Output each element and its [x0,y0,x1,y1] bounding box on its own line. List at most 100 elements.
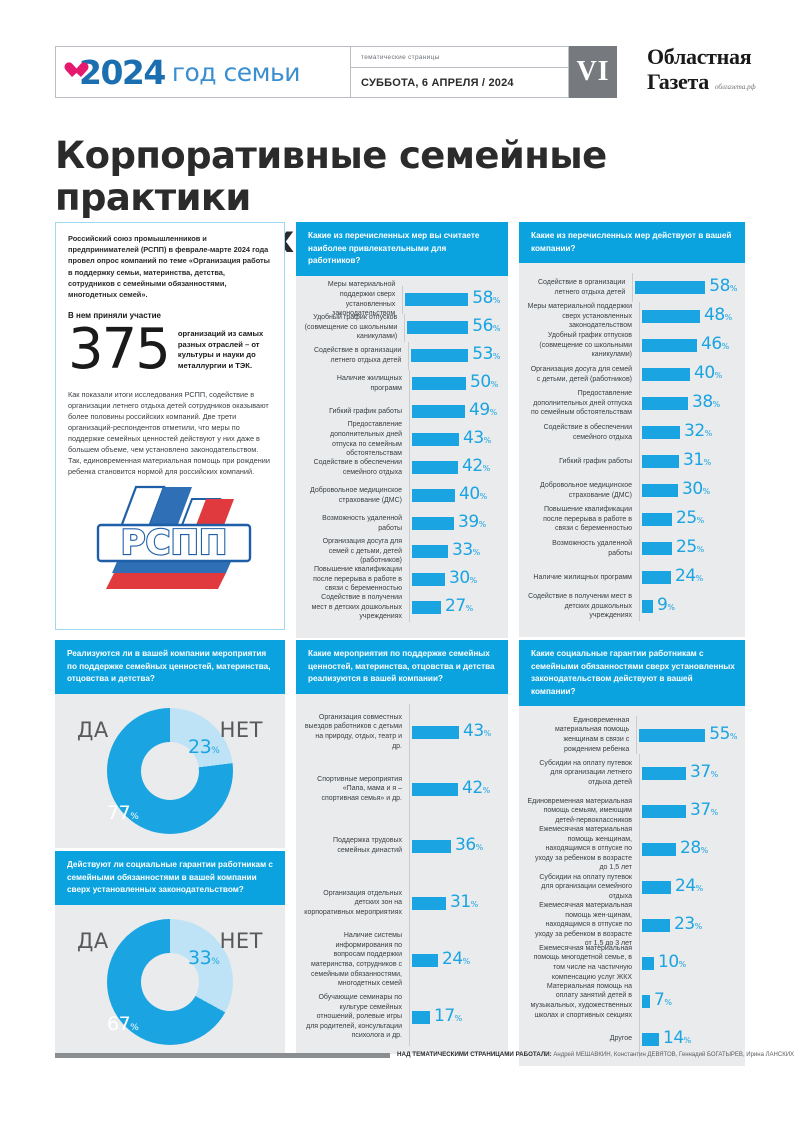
bar-value: 24% [675,566,703,586]
bar-value: 32% [684,421,713,441]
bar-row: Обучающие семинары по культуре семейных … [304,988,500,1046]
bar-value: 58% [472,288,500,308]
bar-track: 40% [409,481,488,510]
bar-row: Наличие жилищных программ 24% [527,563,737,592]
bar-label: Ежемесячная материальная помощь жен-щина… [534,902,632,948]
masthead-year-subtitle: год семьи [171,57,301,87]
bar [405,293,469,306]
bar-row: Ежемесячная материальная помощь жен-щина… [527,902,737,947]
intro-paragraph-1: Российский союз промышленников и предпри… [68,234,270,300]
bar-row: Меры материальной поддержки сверх устано… [527,302,737,331]
bar-value: 30% [449,568,477,588]
bar [642,455,679,468]
bar-track: 30% [639,476,710,505]
percent-sign: % [664,997,672,1007]
bar-label: Единовременная материальная помощь семья… [527,797,632,824]
percent-sign: % [489,408,498,417]
percent-sign: % [696,516,705,525]
bar-row: Субсидии на оплату путевок для организац… [527,868,737,906]
bar-row: Организация отдельных детских зон на кор… [304,874,500,932]
bar-track: 31% [639,447,711,476]
bar-row: Предоставление дополнительных дней отпус… [527,389,737,418]
bar-value: 50% [470,372,498,392]
bar-track: 7% [639,982,672,1020]
bar-track: 32% [639,418,712,447]
bar-label: Материальная помощь на оплату занятий де… [530,982,632,1019]
bar-track: 10% [639,944,686,982]
bar-track: 25% [639,534,704,563]
bar-row: Повышение квалификации после перерыва в … [304,565,500,594]
bar-track: 55% [636,716,738,754]
percent-sign: % [704,429,713,438]
bar-label: Предоставление дополнительных дней отпус… [531,390,632,417]
bar-track: 43% [409,425,491,454]
bar-value: 24% [675,875,703,896]
bar-row: Меры материальной поддержки сверх устано… [304,281,501,317]
masthead: 2024 год семьи тематические страницы СУБ… [55,44,756,98]
bar [642,804,686,818]
masthead-middle: тематические страницы СУББОТА, 6 АПРЕЛЯ … [351,46,569,98]
percent-sign: % [721,342,730,351]
percent-sign: % [702,487,711,496]
bar-value: 31% [683,450,711,470]
donut-label-yes: ДА [77,717,109,742]
percent-sign: % [211,745,220,756]
bar-value: 36% [455,834,483,855]
percent-sign: % [729,284,738,293]
bar-track: 40% [639,360,722,389]
bar-value: 7% [654,989,672,1010]
percent-sign: % [710,769,719,779]
percent-sign: % [454,1013,463,1023]
panel-measures-in-company: Какие из перечисленных мер действуют в в… [519,222,745,637]
percent-sign: % [729,731,738,741]
newspaper-name-line1: Областная [647,44,752,69]
bar-row: Удобный график отпусков (совмещение со ш… [304,313,501,342]
percent-sign: % [482,785,491,795]
bar-value: 38% [692,392,720,412]
bar [412,725,459,739]
bar-label: Удобный график отпусков (совмещение со ш… [539,332,632,359]
bar-value: 48% [704,305,732,325]
bar [642,842,676,856]
bar-track: 49% [409,397,498,426]
donut-value-no: 23% [188,735,220,758]
bar-label: Меры материальной поддержки сверх устано… [327,281,396,318]
bar-track: 33% [409,537,480,566]
bar-label: Наличие жилищных программ [533,573,632,581]
bar-value: 33% [452,540,480,560]
bar-row: Материальная помощь на оплату занятий де… [527,982,737,1020]
bar [642,368,690,381]
bar [412,517,454,530]
bar-value: 40% [694,363,722,383]
percent-sign: % [470,899,479,909]
bar-label: Организация досуга для семей с детьми, д… [530,365,632,383]
issue-date: СУББОТА, 6 АПРЕЛЯ / 2024 [351,68,569,98]
panel-title: Действуют ли социальные гарантии работни… [55,851,285,905]
bar-row: Добровольное медицинское страхование (ДМ… [304,481,500,510]
bar-track: 23% [639,906,702,944]
bar-row: Предоставление дополнительных дней отпус… [304,421,500,457]
percent-sign: % [683,1035,692,1045]
bar [642,956,654,970]
bar-value: 27% [445,596,473,616]
bar-row: Организация досуга для семей с детьми, д… [304,537,500,566]
bar-label: Повышение квалификации после перерыва в … [543,506,632,533]
bar-label: Предоставление дополнительных дней отпус… [330,421,402,458]
bar-value: 24% [442,948,470,969]
bar-track: 39% [409,509,486,538]
bar-label: Содействие в организации летнего отдыха … [313,346,402,364]
percent-sign: % [479,492,488,501]
bar [412,433,459,446]
bar-row: Наличие жилищных программ 50% [304,369,500,398]
bar [642,484,678,497]
donut-label-no: НЕТ [219,928,263,953]
bar [412,377,466,390]
bar [642,339,697,352]
bar [642,426,680,439]
year-of-family-logo: 2024 год семьи [55,46,351,98]
bar-row: Единовременная материальная помощь женщи… [527,716,738,754]
bar-value: 49% [469,400,498,420]
bar-track: 50% [409,369,498,398]
bar-row: Содействие в организации летнего отдыха … [304,341,501,370]
